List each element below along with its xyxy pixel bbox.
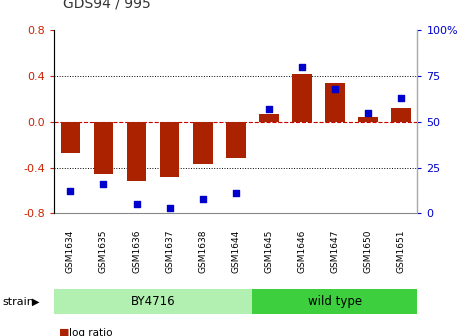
Text: log ratio: log ratio [69,328,113,336]
Text: GSM1651: GSM1651 [396,229,405,273]
Text: GSM1646: GSM1646 [297,229,306,273]
Point [397,95,405,101]
Text: GSM1636: GSM1636 [132,229,141,273]
Bar [61,122,80,153]
Bar [94,122,113,174]
Bar [292,74,312,122]
Point [67,189,74,194]
Point [331,86,339,91]
Point [364,110,371,115]
Text: ■: ■ [59,328,69,336]
Text: GSM1647: GSM1647 [330,229,339,273]
Text: GSM1650: GSM1650 [363,229,372,273]
Bar [391,108,411,122]
Bar [325,83,345,122]
Text: strain: strain [2,297,34,306]
Text: BY4716: BY4716 [131,295,175,308]
Text: GSM1635: GSM1635 [99,229,108,273]
Point [199,196,206,201]
Bar [193,122,212,164]
Text: GSM1645: GSM1645 [264,229,273,273]
Bar [54,290,252,314]
Point [133,202,140,207]
Text: GDS94 / 995: GDS94 / 995 [63,0,151,10]
Text: GSM1637: GSM1637 [165,229,174,273]
Point [232,191,240,196]
Text: wild type: wild type [308,295,362,308]
Bar [259,114,279,122]
Text: GSM1644: GSM1644 [231,229,240,273]
Point [265,106,272,112]
Text: ▶: ▶ [32,297,39,306]
Bar [252,290,417,314]
Text: GSM1638: GSM1638 [198,229,207,273]
Bar [358,117,378,122]
Point [166,205,174,211]
Bar [159,122,180,177]
Point [100,181,107,187]
Bar [226,122,246,159]
Bar [127,122,146,181]
Text: GSM1634: GSM1634 [66,229,75,273]
Point [298,64,305,70]
